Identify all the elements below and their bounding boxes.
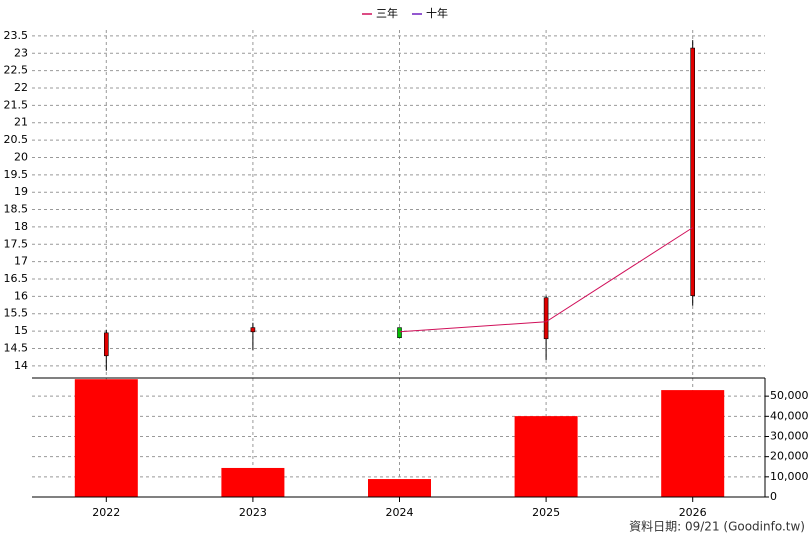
y-tick-label: 18	[14, 220, 28, 233]
candle-body	[250, 327, 256, 333]
x-tick-label: 2024	[386, 506, 414, 519]
bar	[368, 479, 431, 497]
x-tick-label: 2025	[532, 506, 560, 519]
y-tick-label: 19.5	[4, 168, 29, 181]
x-tick-label: 2023	[239, 506, 267, 519]
candle-body	[543, 297, 549, 340]
y-tick-label: 22	[14, 81, 28, 94]
bar	[514, 416, 578, 497]
candle-body	[397, 327, 402, 339]
y-tick-label: 20.5	[4, 133, 29, 146]
y-tick-label: 23.5	[4, 29, 29, 42]
y-tick-label: 16	[14, 289, 28, 302]
x-tick-label: 2026	[679, 506, 707, 519]
x-tick-label: 2022	[92, 506, 120, 519]
y-tick-label: 17	[14, 255, 28, 268]
legend-label: 三年	[376, 6, 398, 20]
plot-background	[32, 30, 765, 497]
y-tick-label: 16.5	[4, 272, 29, 285]
legend-label: 十年	[426, 6, 448, 20]
y-tick-label: 21	[14, 116, 28, 129]
y2-tick-label: 0	[770, 490, 777, 503]
footer: 資料日期: 09/21 (Goodinfo.tw)	[629, 520, 805, 534]
y-tick-label: 15	[14, 324, 28, 337]
y-tick-label: 23	[14, 46, 28, 59]
y-tick-label: 22.5	[4, 64, 29, 77]
y-tick-label: 19	[14, 185, 28, 198]
y2-tick-label: 30,000	[770, 429, 808, 442]
y-tick-label: 20	[14, 150, 28, 163]
series-line	[399, 227, 693, 333]
y2-tick-label: 10,000	[770, 470, 808, 483]
candle-body	[104, 332, 109, 357]
y-tick-label: 18.5	[4, 203, 29, 216]
bar	[74, 379, 138, 497]
y-tick-label: 14	[14, 359, 28, 372]
y2-tick-label: 40,000	[770, 409, 808, 422]
y-tick-label: 14.5	[4, 341, 29, 354]
y-tick-label: 17.5	[4, 237, 29, 250]
y-tick-label: 15.5	[4, 307, 29, 320]
y-tick-label: 21.5	[4, 98, 29, 111]
candle-body	[690, 47, 696, 296]
y2-tick-label: 50,000	[770, 389, 808, 402]
bar	[661, 390, 725, 497]
y2-tick-label: 20,000	[770, 450, 808, 463]
bar	[221, 467, 285, 497]
